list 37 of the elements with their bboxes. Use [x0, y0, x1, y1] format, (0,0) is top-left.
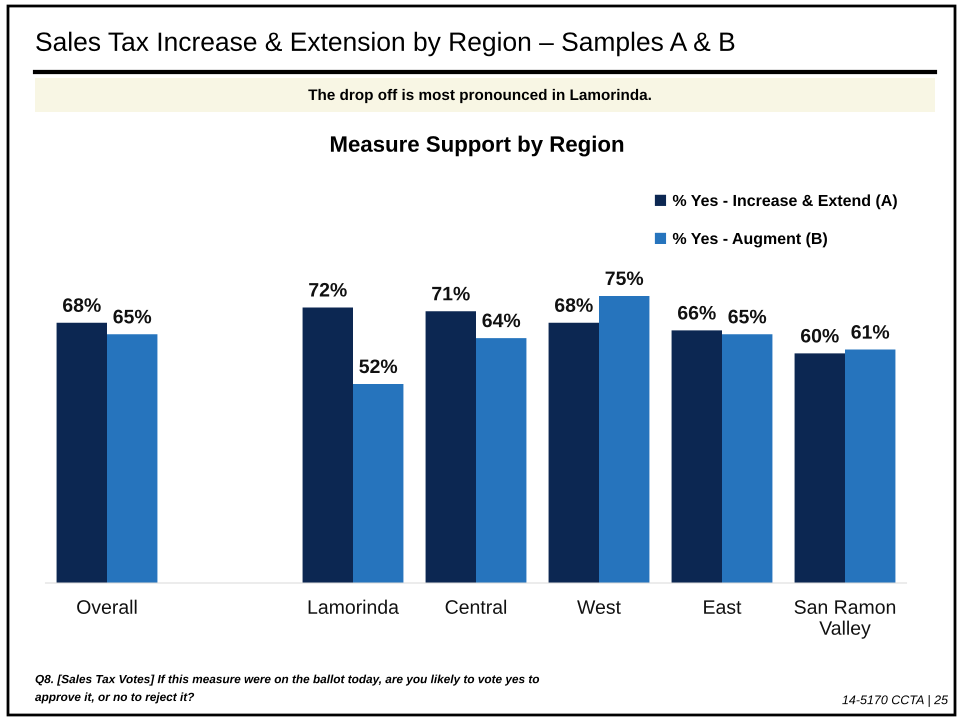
x-tick-label: East [704, 600, 742, 614]
bar [548, 322, 599, 583]
data-label: 65% [728, 310, 766, 324]
text: Q8. [Sales Tax Votes] If this measure were on the ballot today, are you likely to vote yes to approve it, or no to reject it? [35, 674, 540, 704]
bar [107, 334, 158, 583]
bar [56, 322, 107, 583]
legend-label: % Yes - Increase & Extend (A) [672, 194, 897, 210]
data-label: 72% [309, 282, 347, 297]
x-tick-label: Overall [77, 600, 136, 614]
bar [845, 350, 896, 583]
data-label: 66% [678, 306, 716, 320]
data-label: 71% [432, 286, 470, 300]
chart-title: Sales Tax Increase & Extension by Region – Samples A & B [36, 32, 734, 56]
data-label: 52% [359, 359, 398, 374]
data-label: 64% [482, 314, 520, 328]
x-tick-label: West [577, 600, 621, 614]
bar [353, 384, 404, 583]
legend-label: % Yes - Augment (B) [672, 232, 827, 248]
text: 14-5170 CCTA | 25 [842, 695, 948, 707]
text: Measure Support by Region [330, 136, 624, 156]
data-label: 60% [801, 328, 839, 343]
bar [794, 353, 845, 583]
x-tick-label: Central [446, 600, 506, 614]
bar [722, 334, 772, 583]
data-label: 75% [606, 271, 644, 286]
chart-subtitle: The drop off is most pronounced in Lamorinda. [308, 88, 651, 104]
bar [599, 296, 650, 583]
bar [476, 338, 526, 583]
data-label: 61% [851, 324, 890, 339]
x-tick-label: San Ramon Valley [794, 600, 896, 639]
bar [302, 307, 353, 583]
data-label: 68% [555, 298, 593, 312]
x-tick-label: Lamorinda [308, 600, 399, 614]
bar [672, 330, 722, 583]
data-label: 65% [113, 310, 152, 324]
bar [426, 311, 476, 583]
data-label: 68% [63, 298, 101, 312]
